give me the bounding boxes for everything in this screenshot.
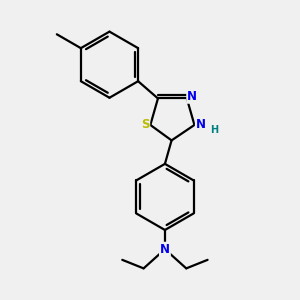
Text: N: N (187, 90, 197, 103)
Text: N: N (160, 243, 170, 256)
Text: S: S (141, 118, 149, 131)
Text: N: N (196, 118, 206, 131)
Text: H: H (210, 125, 218, 135)
